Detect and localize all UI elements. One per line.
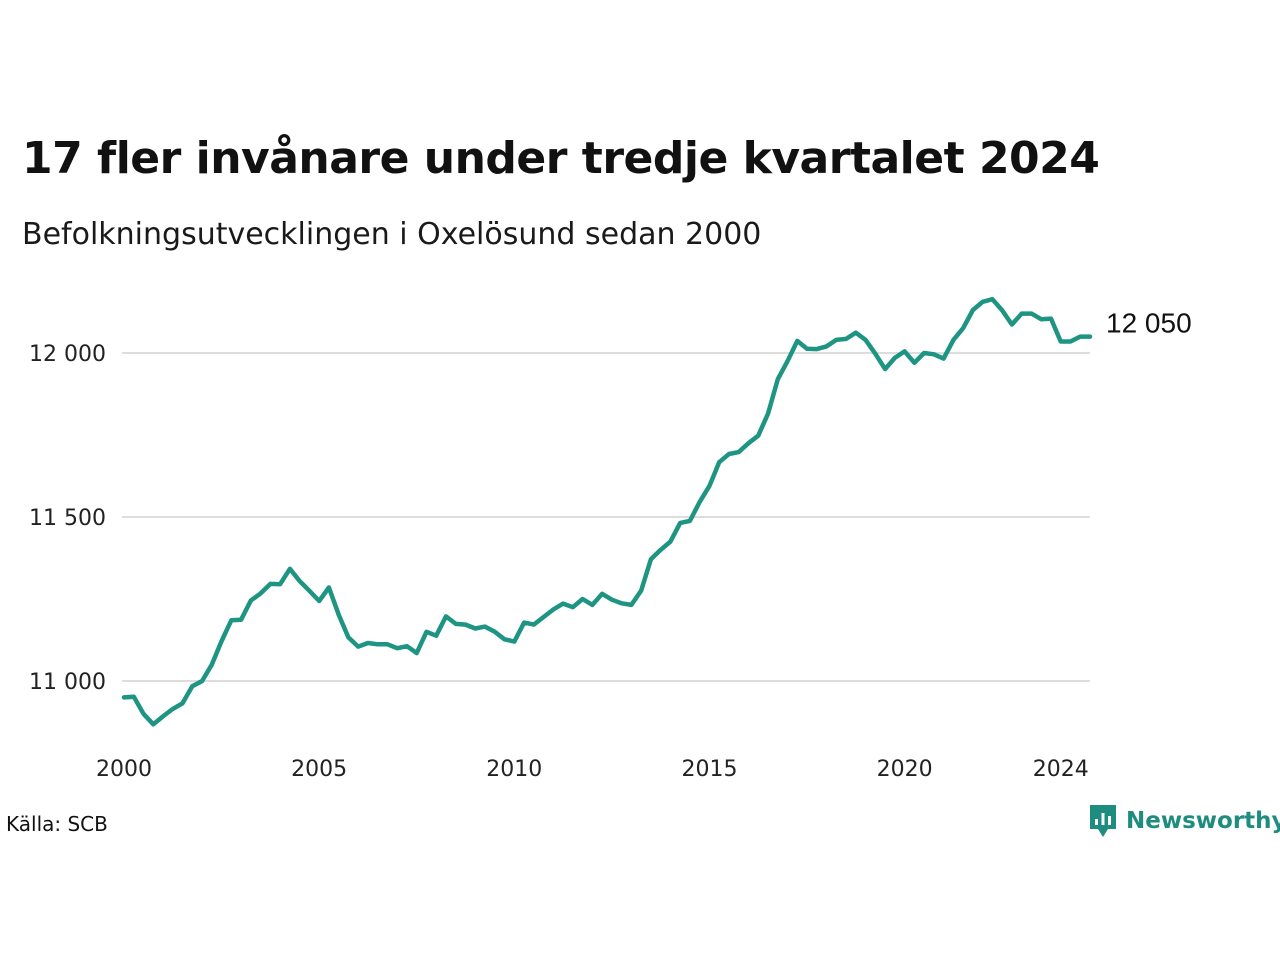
chart-subtitle: Befolkningsutvecklingen i Oxelösund seda…: [22, 217, 762, 252]
gridlines: [122, 352, 1090, 682]
x-tick-label: 2005: [291, 757, 347, 782]
chart-title: 17 fler invånare under tredje kvartalet …: [22, 133, 1100, 184]
newsworthy-logo-icon: [1090, 805, 1116, 837]
x-tick-label: 2020: [877, 757, 933, 782]
brand-name: Newsworthy: [1126, 808, 1280, 834]
x-tick-label: 2010: [486, 757, 542, 782]
series-line-population: [121, 296, 1093, 727]
y-tick-label: 11 000: [29, 670, 106, 695]
brand-logo[interactable]: Newsworthy: [1088, 803, 1280, 839]
end-value-label: 12 050: [1106, 308, 1192, 339]
x-tick-label: 2024: [1033, 757, 1089, 782]
x-axis-ticks: 2000 2005 2010 2015 2020 2024: [96, 757, 1089, 782]
x-tick-label: 2015: [681, 757, 737, 782]
x-tick-label: 2000: [96, 757, 152, 782]
y-tick-label: 11 500: [29, 506, 106, 531]
y-tick-label: 12 000: [29, 342, 106, 367]
source-note: Källa: SCB: [6, 812, 108, 836]
end-label-layer: 12 050: [1106, 308, 1192, 339]
series-layer: [121, 296, 1093, 727]
y-axis-ticks: 11 000 11 500 12 000: [29, 342, 106, 695]
